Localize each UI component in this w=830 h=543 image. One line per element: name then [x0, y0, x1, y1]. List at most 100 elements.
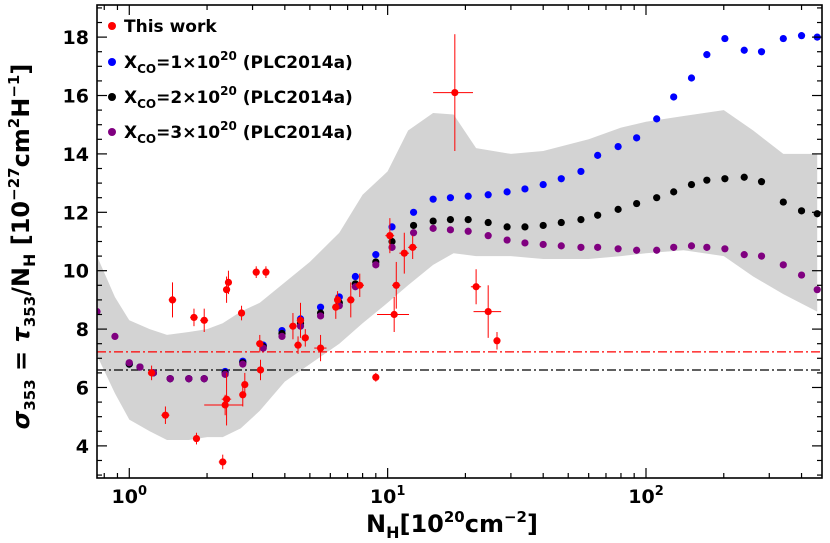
data-point	[670, 243, 678, 251]
data-point	[429, 224, 437, 232]
y-tick-label: 6	[76, 377, 89, 399]
x-tick-label: 102	[628, 484, 664, 508]
data-point	[333, 296, 342, 304]
data-point	[400, 249, 408, 257]
data-point	[372, 261, 380, 269]
data-point	[429, 195, 437, 203]
data-point	[503, 223, 511, 231]
legend-marker	[108, 93, 116, 101]
data-point	[484, 218, 492, 227]
data-point	[392, 281, 400, 289]
legend-label: XCO=1×1020 (PLC2014a)	[124, 49, 353, 76]
x-axis-label: NH[1020cm−2]	[366, 508, 538, 542]
y-tick-label: 10	[63, 261, 89, 283]
data-point	[278, 332, 286, 340]
legend-item-3: XCO=2×1020 (PLC2014a)	[108, 84, 353, 111]
data-point	[166, 375, 174, 383]
data-point	[409, 243, 417, 251]
data-point	[493, 337, 501, 345]
legend-marker	[108, 128, 116, 136]
data-point	[464, 227, 472, 235]
data-point	[256, 340, 264, 348]
data-point	[472, 283, 480, 291]
data-point	[670, 93, 678, 101]
data-point	[386, 232, 394, 240]
data-point	[221, 370, 229, 378]
data-point	[241, 380, 249, 389]
data-point	[797, 207, 806, 215]
y-tick-label: 16	[63, 86, 89, 108]
legend-label: This work	[124, 17, 217, 37]
series-1	[147, 34, 502, 470]
data-point	[721, 175, 729, 183]
data-point	[633, 134, 641, 142]
data-point	[316, 303, 325, 311]
data-point	[294, 341, 302, 349]
data-point	[813, 210, 821, 218]
data-point	[721, 245, 729, 253]
data-point	[757, 252, 766, 260]
y-axis-label-text: σ353 = τ353/NH [10−27cm2H−1]	[5, 64, 39, 430]
y-tick-label: 8	[76, 319, 89, 341]
data-point	[390, 310, 398, 319]
data-point	[557, 242, 565, 250]
data-point	[484, 307, 492, 316]
data-point	[168, 296, 177, 304]
data-point	[451, 88, 459, 97]
data-point	[503, 188, 511, 196]
data-point	[161, 411, 170, 419]
legend-label: XCO=3×1020 (PLC2014a)	[124, 119, 353, 146]
data-point	[222, 286, 231, 294]
data-point	[687, 242, 696, 250]
x-ticks: 100 101 102	[103, 5, 803, 508]
data-point	[446, 216, 455, 224]
data-point	[614, 143, 622, 151]
data-point	[757, 48, 766, 56]
data-point	[539, 221, 547, 230]
data-point	[239, 360, 247, 368]
data-point	[703, 51, 711, 59]
data-point	[797, 271, 806, 279]
legend-item-1: This work	[108, 17, 217, 37]
data-point	[484, 191, 492, 199]
data-point	[409, 229, 418, 237]
data-point	[301, 334, 309, 342]
legend-marker	[108, 22, 116, 30]
data-point	[252, 268, 260, 276]
data-point	[347, 296, 355, 304]
data-point	[464, 192, 472, 200]
data-point	[577, 167, 585, 176]
data-point	[372, 373, 380, 381]
data-point	[351, 272, 359, 281]
data-point	[539, 240, 547, 249]
data-point	[429, 217, 437, 225]
data-point	[779, 198, 787, 206]
data-point	[111, 332, 119, 340]
data-point	[614, 205, 622, 213]
data-point	[779, 34, 787, 43]
data-point	[557, 175, 565, 183]
data-point	[521, 185, 529, 193]
data-point	[185, 375, 193, 383]
data-point	[200, 375, 208, 383]
data-point	[289, 322, 297, 330]
uncertainty-band	[97, 110, 818, 440]
data-point	[262, 268, 270, 276]
data-point	[446, 194, 455, 202]
data-point	[200, 316, 208, 324]
data-point	[703, 176, 711, 184]
data-point	[703, 243, 711, 251]
data-point	[237, 309, 246, 317]
legend: This work XCO=1×1020 (PLC2014a) XCO=2×1020…	[108, 17, 353, 146]
data-point	[539, 180, 547, 189]
data-point	[687, 74, 696, 82]
data-point	[125, 359, 133, 367]
data-point	[594, 211, 602, 219]
y-tick-label: 12	[63, 202, 89, 224]
data-point	[332, 303, 340, 311]
data-point	[740, 173, 748, 181]
data-point	[633, 199, 641, 208]
legend-item-4: XCO=3×1020 (PLC2014a)	[108, 119, 353, 146]
data-point	[136, 363, 144, 371]
